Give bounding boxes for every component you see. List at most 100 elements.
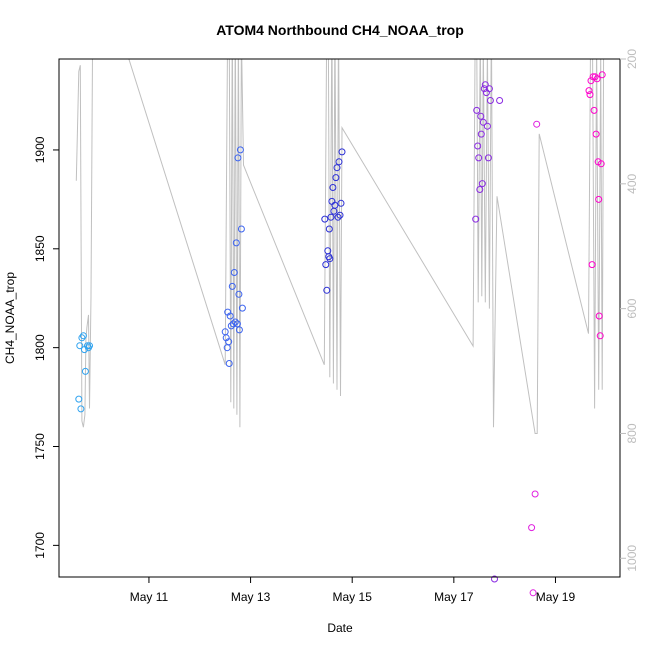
data-point [480,85,488,93]
data-point [335,158,343,166]
data-point [332,174,340,182]
data-point [475,154,483,162]
y-tick-label: 1900 [33,136,47,163]
x-axis-label: Date [327,621,353,635]
data-point [595,195,603,203]
data-point [234,154,242,162]
data-point [476,186,484,193]
y2-tick-label: 600 [625,298,639,318]
x-tick-label: May 11 [130,590,169,604]
data-point [233,320,241,328]
data-point [237,225,245,233]
data-point [230,269,238,276]
data-point [592,130,600,138]
data-point [491,575,498,583]
data-point [486,97,494,104]
data-point [481,81,489,89]
data-point [236,146,244,154]
series-3 [472,81,504,583]
data-point [75,395,83,403]
y2-tick-label: 1000 [625,545,639,572]
data-point [596,332,604,340]
data-point [589,73,597,81]
data-point [477,130,485,138]
data-point [597,160,605,168]
data-point [483,122,491,130]
data-point [477,112,485,120]
data-point [334,213,342,221]
y2-axis: 200 400 600 800 1000 [620,49,639,572]
data-point [229,320,237,328]
x-tick-label: May 13 [231,590,271,604]
x-tick-label: May 19 [536,590,576,604]
data-point [485,85,493,93]
data-point [77,405,85,413]
data-point [595,312,603,320]
series-5 [585,71,606,340]
data-point [531,490,539,498]
data-point [591,73,599,81]
x-axis: May 11 May 13 May 15 May 17 May 19 [130,577,576,604]
y-tick-label: 1750 [33,433,47,460]
data-point [225,338,233,346]
data-point [326,255,334,263]
y2-tick-label: 800 [625,423,639,443]
data-point [590,106,598,114]
pressure-line [75,59,605,434]
data-point [78,334,86,342]
data-point [323,286,331,294]
pressure-layer [75,59,605,434]
plot-frame [58,58,621,578]
data-point [235,326,243,334]
y-tick-label: 1700 [33,532,47,559]
data-point [338,148,346,156]
data-point [81,367,89,375]
y-axis: 1700 1750 1800 1850 1900 [33,136,59,559]
data-point [321,215,329,223]
data-point [533,120,541,128]
data-point [228,282,236,290]
data-point [472,215,480,223]
data-point [324,247,332,255]
data-point [235,290,243,298]
y2-tick-label: 200 [625,49,639,69]
data-point [322,261,330,269]
data-point [598,71,606,79]
data-point [588,261,596,269]
chart-title: ATOM4 Northbound CH4_NOAA_trop [216,22,464,38]
data-point [529,589,537,597]
data-point [337,199,345,207]
data-point [226,312,234,320]
points-layer [75,71,606,597]
data-point [528,524,536,532]
x-tick-label: May 17 [434,590,474,604]
data-point [484,154,492,162]
data-point [327,213,335,221]
data-point [325,225,333,233]
y-axis-label: CH4_NOAA_trop [3,272,17,364]
data-point [238,304,246,312]
series-2 [321,148,346,294]
data-point [474,142,482,150]
data-point [227,322,235,330]
data-point [79,332,87,340]
y-tick-label: 1800 [33,334,47,361]
data-point [587,77,595,85]
data-point [225,360,233,367]
data-point [479,118,487,126]
data-point [473,106,481,114]
data-point [478,180,486,188]
data-point [585,87,593,95]
data-point [76,342,84,350]
data-point [86,342,93,350]
y2-tick-label: 400 [625,173,639,193]
data-point [232,239,240,247]
data-point [333,164,341,172]
data-point [593,75,601,83]
x-tick-label: May 15 [333,590,373,604]
series-1 [221,146,246,367]
data-point [336,211,344,219]
series-0 [75,332,93,413]
